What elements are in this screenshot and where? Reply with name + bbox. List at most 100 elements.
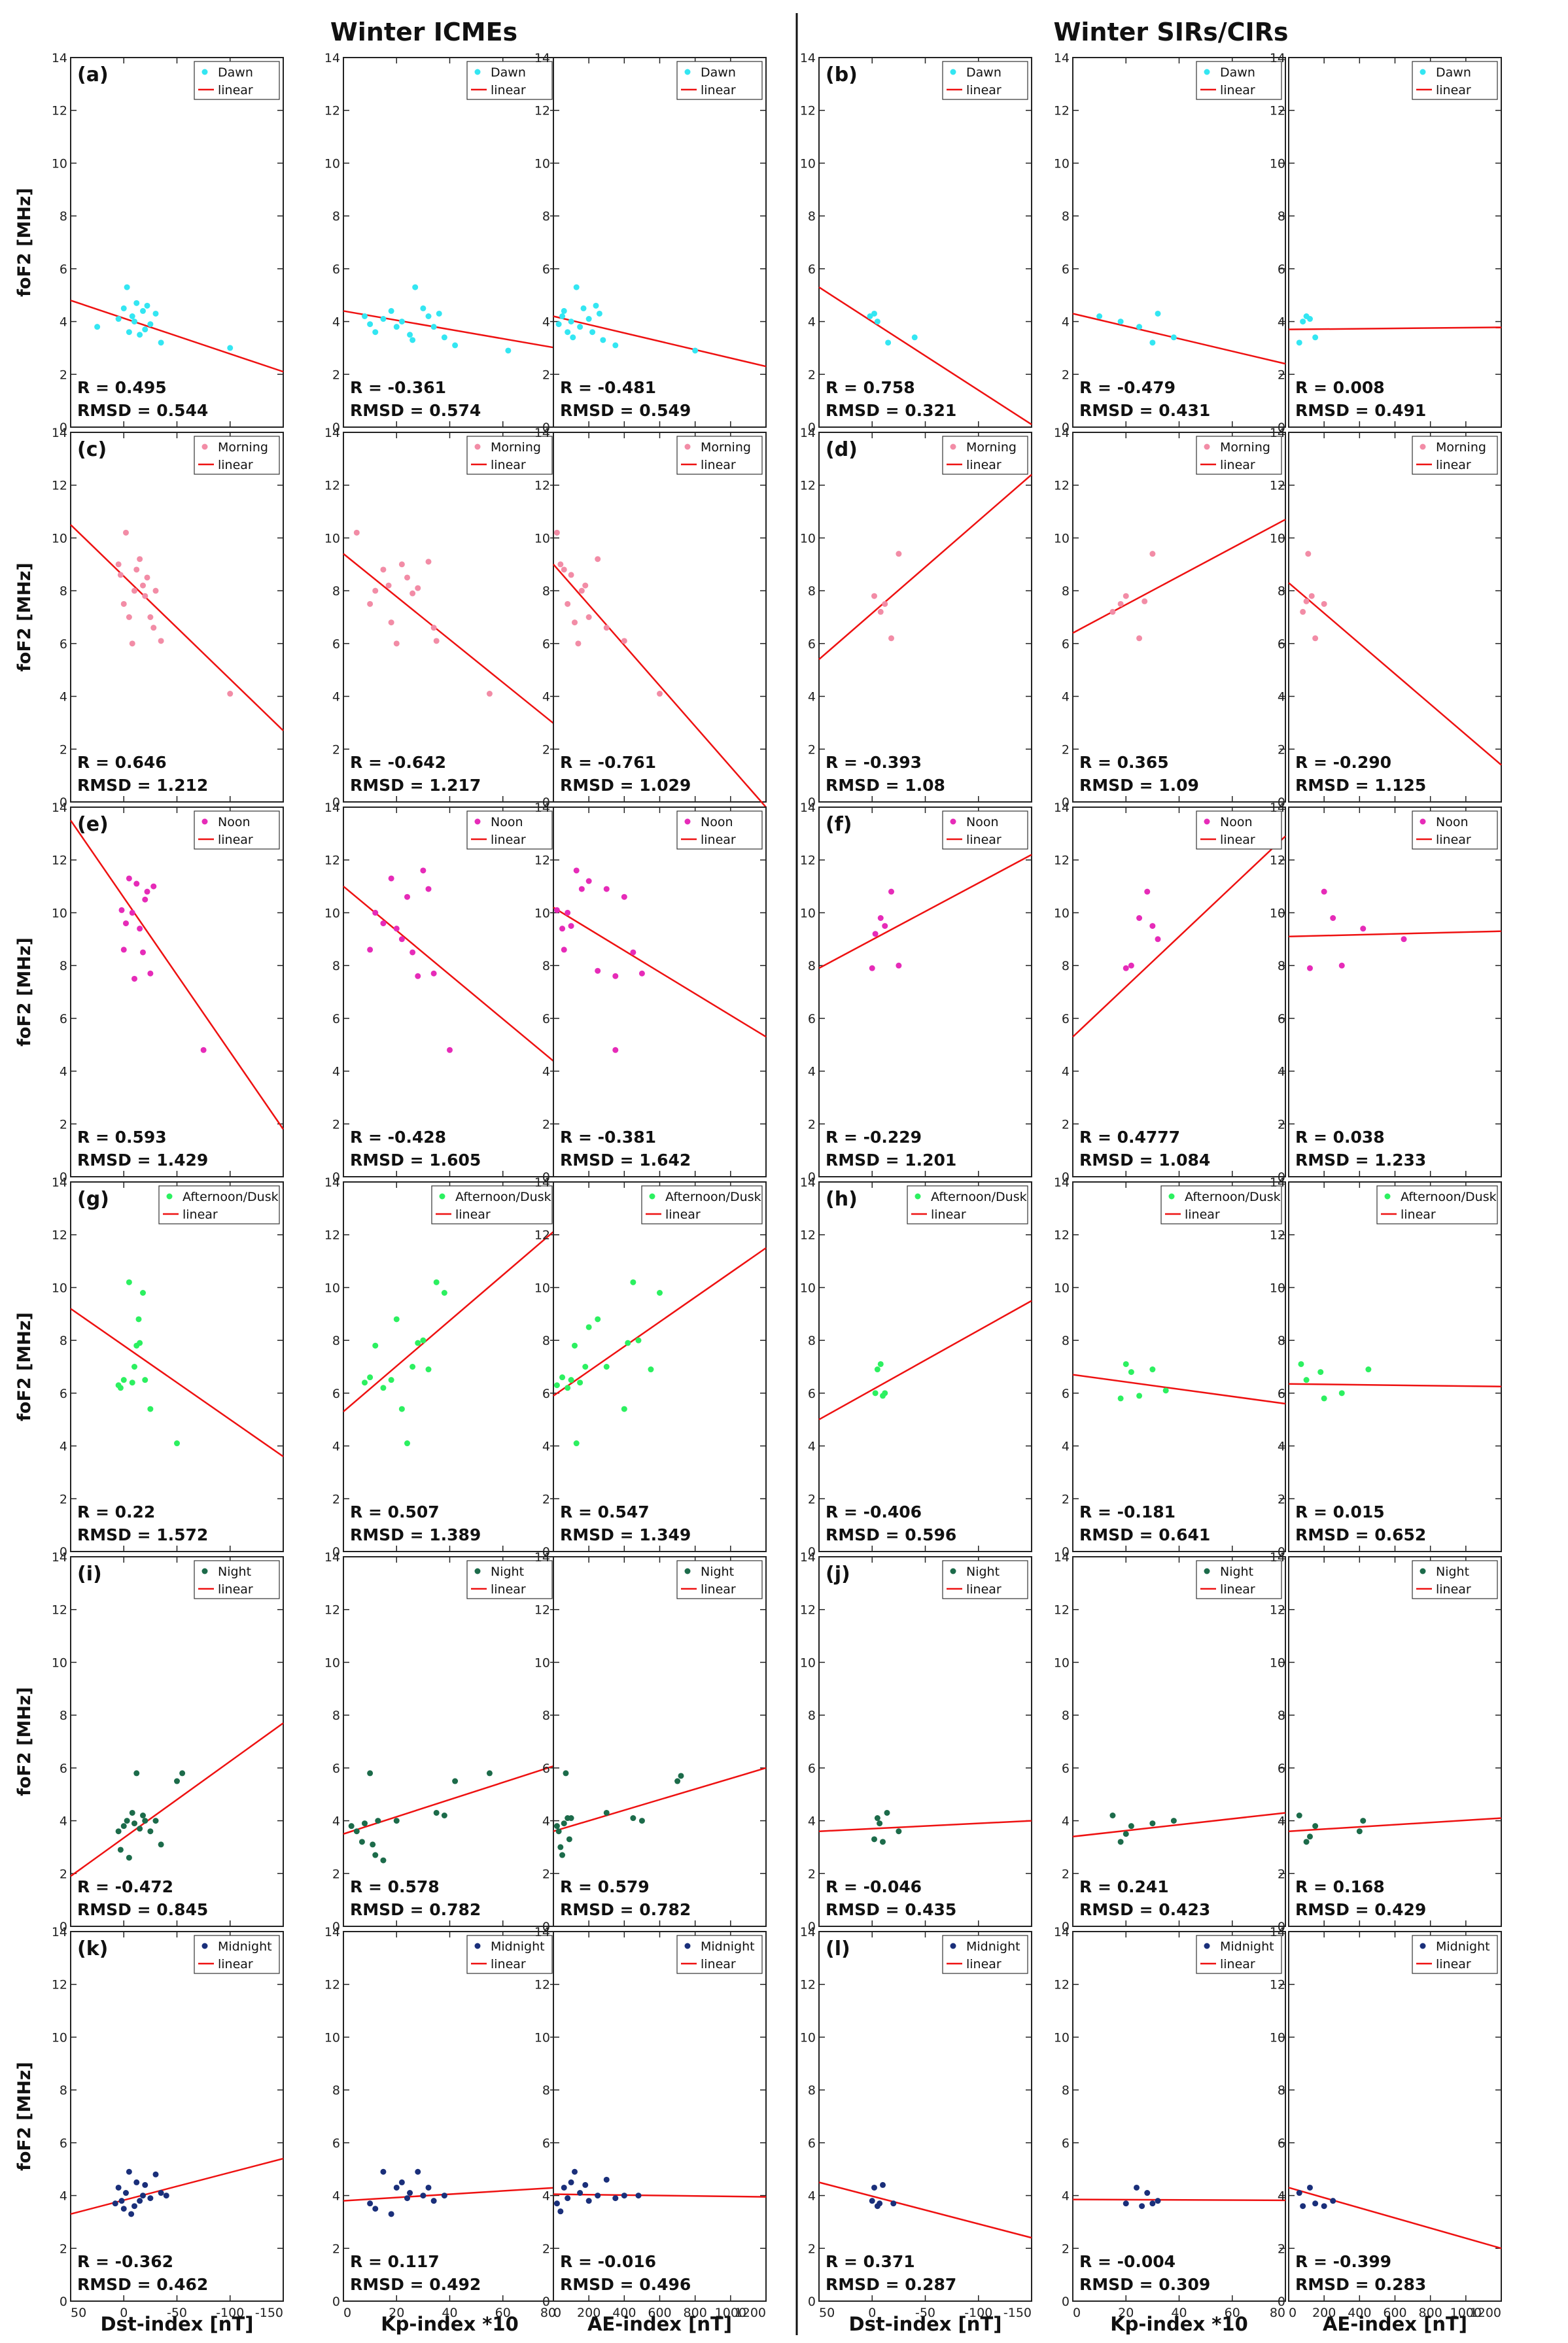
data-point (1117, 1839, 1124, 1845)
legend-box (194, 1560, 280, 1599)
data-point (638, 1818, 645, 1824)
legend-box (942, 61, 1028, 100)
data-point (1321, 2203, 1327, 2210)
data-point (896, 962, 902, 969)
y-tick-label: 14 (324, 1925, 340, 1939)
legend-label: Afternoon/Dusk (1185, 1190, 1281, 1204)
correlation-r: R = 0.593 (77, 1128, 167, 1147)
data-point (1330, 915, 1336, 921)
y-tick-label: 10 (324, 156, 340, 171)
legend-label: Morning (1220, 440, 1270, 455)
data-point (412, 284, 419, 290)
y-tick-label: 2 (808, 1492, 816, 1506)
y-tick-label: 10 (534, 1281, 550, 1295)
y-tick-label: 4 (1278, 315, 1285, 330)
correlation-r: R = -0.481 (560, 378, 656, 397)
x-tick-label: 0 (868, 2306, 876, 2320)
y-tick-label: 12 (52, 854, 67, 868)
data-point (142, 896, 148, 903)
legend-label: linear (966, 833, 1002, 847)
data-point (885, 339, 892, 346)
panel-dawn-icme-1: 02468101214020406080DawnlinearR = -0.361… (324, 51, 557, 446)
y-tick-label: 2 (542, 742, 550, 757)
legend-label: Dawn (966, 65, 1002, 80)
legend-label: linear (701, 83, 736, 97)
data-point (425, 886, 432, 892)
y-tick-label: 6 (332, 637, 340, 651)
data-point (578, 886, 585, 892)
data-point (147, 1406, 154, 1412)
plot-frame (70, 1181, 284, 1552)
y-tick-label: 8 (1062, 209, 1070, 224)
y-tick-label: 6 (332, 1387, 340, 1401)
data-point (452, 1778, 459, 1784)
y-tick-label: 0 (808, 1920, 816, 1934)
data-point (441, 1813, 447, 1818)
y-tick-label: 14 (800, 51, 816, 65)
y-tick-label: 4 (542, 690, 550, 704)
plot-frame (1072, 1931, 1286, 2302)
data-point (409, 590, 416, 597)
rmsd-value: RMSD = 1.09 (1079, 776, 1199, 795)
y-tick-label: 2 (542, 1117, 550, 1132)
data-point (140, 1813, 146, 1818)
legend-box (907, 1185, 1028, 1224)
y-tick-label: 0 (542, 421, 550, 435)
data-point (589, 329, 596, 336)
y-tick-label: 2 (1278, 2242, 1285, 2256)
correlation-r: R = 0.547 (560, 1502, 650, 1521)
y-tick-label: 8 (808, 2083, 816, 2098)
y-tick-label: 8 (332, 1334, 340, 1348)
x-tick-label: 200 (577, 2306, 601, 2320)
data-point (1317, 1369, 1324, 1376)
data-point (174, 1778, 180, 1784)
regression-line (70, 524, 284, 731)
legend-label: Afternoon/Dusk (665, 1190, 761, 1204)
data-point (1155, 2198, 1161, 2204)
y-tick-label: 2 (808, 1117, 816, 1132)
legend-label: linear (1220, 833, 1255, 847)
regression-line (343, 886, 557, 1064)
x-axis-title: AE-index [nT] (1323, 2313, 1467, 2335)
panel-noon-sir-0: 02468101214500-50-100-150(f)NoonlinearR … (800, 801, 1032, 1196)
y-tick-label: 2 (808, 1867, 816, 1881)
legend-box (1376, 1185, 1498, 1224)
data-point (565, 329, 571, 336)
legend-label: Midnight (1220, 1939, 1274, 1954)
legend-marker (474, 69, 481, 75)
data-point (120, 946, 127, 953)
data-point (1303, 598, 1310, 604)
data-point (486, 691, 493, 697)
data-point (561, 2184, 567, 2191)
y-tick-label: 6 (1278, 1012, 1285, 1026)
y-tick-label: 14 (52, 1925, 67, 1939)
data-point (582, 2181, 589, 2188)
rmsd-value: RMSD = 0.491 (1295, 401, 1426, 420)
data-point (117, 572, 124, 578)
data-point (568, 319, 574, 325)
panel-letter: (g) (77, 1188, 109, 1211)
panel-noon-sir-1: 02468101214020406080NoonlinearR = 0.4777… (1054, 801, 1286, 1196)
legend-marker (915, 1193, 921, 1200)
y-tick-label: 6 (808, 262, 816, 277)
y-tick-label: 8 (1062, 1709, 1070, 1723)
y-tick-label: 12 (324, 479, 340, 493)
data-point (380, 920, 387, 927)
plot-frame (818, 1931, 1032, 2302)
data-point (1149, 923, 1156, 929)
y-tick-label: 2 (1062, 742, 1070, 757)
data-point (580, 305, 587, 311)
y-tick-label: 10 (800, 156, 816, 171)
legend-marker (950, 1568, 956, 1574)
rmsd-value: RMSD = 0.287 (826, 2275, 956, 2294)
panel-morning-icme-0: 02468101214500-50-100-150(c)Morninglinea… (14, 426, 284, 821)
panel-letter: (d) (826, 438, 858, 461)
data-point (126, 875, 132, 882)
y-tick-label: 12 (52, 479, 67, 493)
data-point (142, 1377, 148, 1383)
data-point (404, 894, 410, 900)
y-tick-label: 10 (324, 1281, 340, 1295)
y-tick-label: 4 (60, 1814, 67, 1829)
